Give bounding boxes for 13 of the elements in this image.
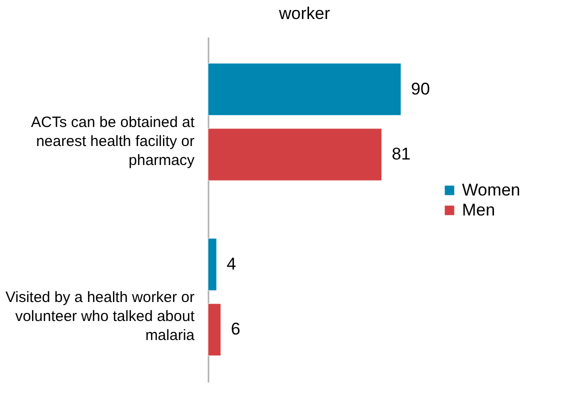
legend-label: Men: [462, 200, 496, 220]
bar: [208, 128, 382, 181]
bar: [208, 63, 402, 116]
legend-label: Women: [462, 180, 520, 200]
data-label: 81: [392, 144, 411, 164]
data-label: 90: [411, 79, 430, 98]
data-label: 4: [226, 254, 236, 274]
y-tick-label: Visited by a health worker or volunteer who talked about malaria: [6, 289, 196, 344]
bar: [208, 303, 222, 356]
chart-title: worker: [278, 4, 330, 23]
y-tick-label: ACTs can be obtained at nearest health facility or pharmacy: [31, 114, 196, 169]
bar: [208, 238, 217, 291]
data-label: 6: [230, 320, 240, 339]
